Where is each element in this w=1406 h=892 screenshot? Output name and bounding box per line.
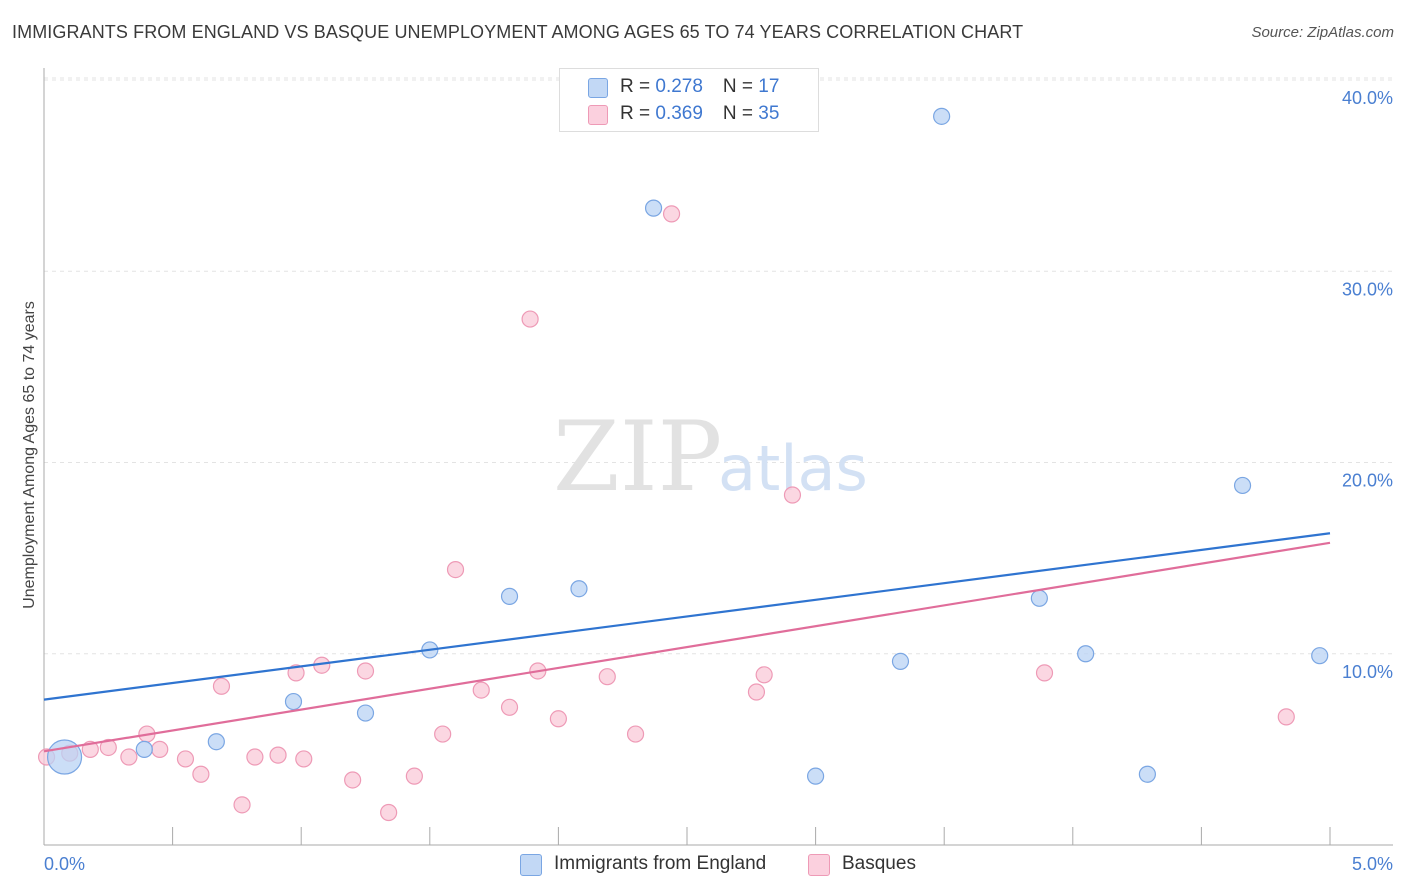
point-england (1030, 589, 1048, 607)
grid-lines (44, 77, 1393, 655)
point-basques (233, 796, 251, 814)
point-england (933, 107, 951, 125)
point-england (891, 652, 910, 671)
point-basques (500, 698, 519, 716)
point-basques (405, 767, 423, 785)
point-basques (212, 677, 231, 695)
chart-title: IMMIGRANTS FROM ENGLAND VS BASQUE UNEMPL… (12, 22, 1024, 42)
point-basques (783, 486, 802, 504)
point-basques (192, 765, 210, 783)
point-england (1138, 765, 1156, 783)
trend-line-england (43, 532, 1331, 701)
legend-swatch-basques (588, 105, 608, 125)
legend-swatch-england (588, 78, 608, 98)
legend-r-label: R = (620, 76, 656, 97)
point-basques (549, 710, 568, 728)
legend: R = 0.278 N = 17 R = 0.369 N = 35 (559, 68, 819, 132)
source-label: Source: ZipAtlas.com (1251, 24, 1394, 41)
legend-r-label: R = (620, 103, 656, 124)
point-basques (380, 803, 398, 822)
point-england (500, 587, 519, 605)
point-basques (446, 560, 465, 579)
point-england (1233, 476, 1252, 495)
bottom-legend-label-basques: Basques (842, 853, 916, 874)
legend-n-label: N = (722, 103, 759, 124)
point-england (356, 704, 375, 722)
trend-lines (43, 532, 1331, 753)
watermark-zip: ZIP (553, 401, 722, 513)
point-basques (598, 668, 616, 686)
legend-stats-england: R = 0.278 N = 17 (620, 76, 779, 98)
point-basques (120, 748, 138, 766)
x-tick-label-max: 5.0% (1352, 854, 1393, 874)
point-basques (176, 750, 195, 768)
point-basques (434, 725, 452, 743)
point-basques (626, 725, 645, 743)
point-basques (151, 740, 169, 758)
point-england (284, 692, 303, 711)
bottom-legend-swatch-england (520, 854, 542, 876)
point-basques (287, 664, 305, 682)
point-basques (295, 750, 313, 768)
x-tick-label-min: 0.0% (44, 854, 85, 874)
point-basques (521, 310, 539, 328)
point-basques (246, 748, 264, 766)
y-tick-label-30: 30.0% (1342, 279, 1393, 299)
y-axis-label: Unemployment Among Ages 65 to 74 years (21, 301, 38, 609)
point-england (570, 580, 588, 598)
data-points (37, 107, 1329, 822)
point-basques (1035, 664, 1054, 682)
y-tick-label-40: 40.0% (1342, 88, 1393, 108)
legend-stats-basques: R = 0.369 N = 35 (620, 103, 779, 125)
point-basques (472, 681, 490, 699)
point-england (1077, 645, 1095, 663)
legend-n-value-basques: 35 (758, 103, 780, 124)
point-basques (1277, 708, 1295, 726)
legend-n-label: N = (722, 76, 759, 97)
point-basques (662, 205, 681, 223)
bottom-legend-label-england: Immigrants from England (554, 853, 767, 874)
legend-n-value-england: 17 (758, 76, 780, 97)
point-england (644, 199, 663, 217)
legend-r-value-england: 0.278 (655, 76, 703, 97)
point-basques (755, 666, 773, 684)
bottom-legend-swatch-basques (808, 854, 830, 876)
point-basques (747, 683, 766, 701)
y-tick-labels: 10.0% 20.0% 30.0% 40.0% (1342, 88, 1393, 682)
y-tick-label-20: 20.0% (1342, 471, 1393, 491)
point-basques (269, 746, 287, 764)
y-tick-label-10: 10.0% (1342, 662, 1393, 682)
point-basques (356, 662, 375, 680)
point-england (135, 740, 153, 758)
axes (43, 68, 1393, 846)
point-basques (344, 771, 362, 789)
point-england (1311, 647, 1329, 665)
point-basques (99, 738, 117, 757)
point-england (806, 767, 825, 785)
legend-r-value-basques: 0.369 (655, 103, 703, 124)
point-england (207, 733, 225, 751)
trend-line-basques (43, 541, 1331, 753)
